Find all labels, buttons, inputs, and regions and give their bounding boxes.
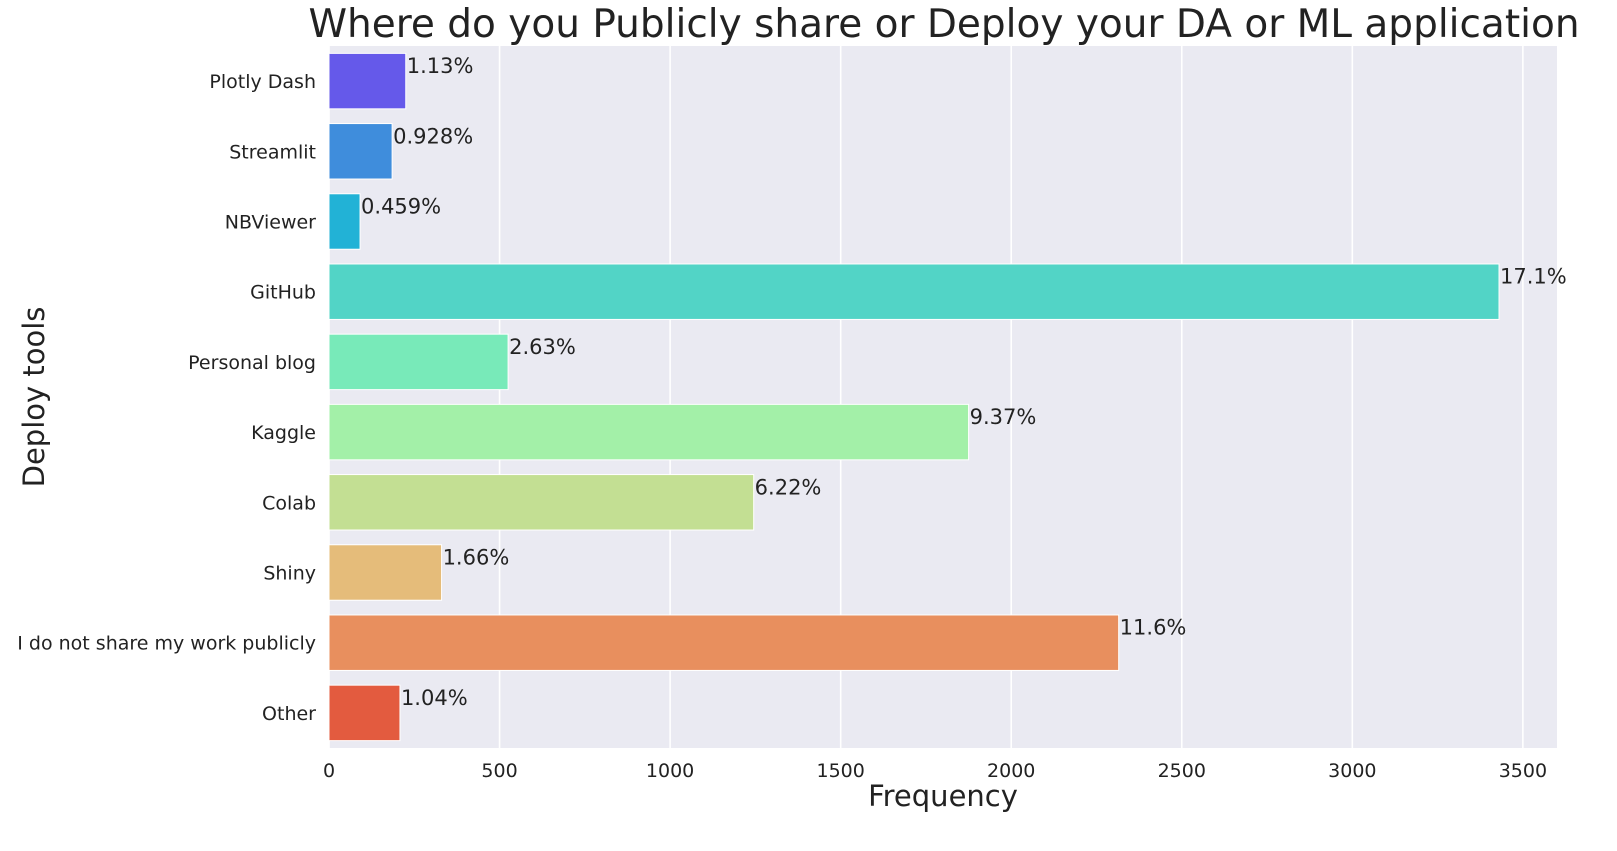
y-tick-label: Personal blog <box>188 352 316 374</box>
bar <box>328 614 1120 671</box>
chart-title: Where do you Publicly share or Deploy yo… <box>308 2 1579 47</box>
bar <box>328 263 1500 320</box>
x-tick-label: 3000 <box>1328 760 1376 782</box>
x-axis-label: Frequency <box>868 779 1018 813</box>
x-tick-label: 1000 <box>646 760 694 782</box>
bar <box>328 544 443 601</box>
data-label: 11.6% <box>1120 616 1187 640</box>
x-tick-label: 500 <box>481 760 517 782</box>
y-tick-label: Kaggle <box>251 422 316 444</box>
y-axis-label: Deploy tools <box>17 307 51 488</box>
y-tick-label: Streamlit <box>229 141 316 163</box>
y-tick-label: Other <box>262 703 316 725</box>
bar <box>328 403 970 461</box>
y-tick-labels: Plotly Dash Streamlit NBViewer GitHub Person… <box>17 71 316 725</box>
x-tick-label: 3500 <box>1499 760 1547 782</box>
x-tick-label: 1500 <box>816 760 864 782</box>
y-tick-label: Shiny <box>263 563 316 585</box>
bar <box>328 333 509 391</box>
bar <box>328 193 361 250</box>
data-label: 6.22% <box>755 475 822 499</box>
data-label: 0.459% <box>361 195 441 219</box>
data-label: 0.928% <box>393 124 473 148</box>
bar <box>328 123 393 180</box>
data-label: 1.13% <box>407 54 474 78</box>
y-tick-label: Colab <box>262 492 316 514</box>
data-labels: 1.13% 0.928% 0.459% 17.1% 2.63% 9.37% 6.22% 1.6… <box>361 54 1567 710</box>
x-tick-label: 2000 <box>987 760 1035 782</box>
data-label: 9.37% <box>970 405 1037 429</box>
bar <box>328 52 407 110</box>
data-label: 1.66% <box>443 546 510 570</box>
data-label: 2.63% <box>509 335 576 359</box>
data-label: 17.1% <box>1500 265 1567 289</box>
x-tick-labels: 0 500 1000 1500 2000 2500 3000 3500 <box>323 760 1547 782</box>
y-tick-label: GitHub <box>250 282 316 304</box>
data-label: 1.04% <box>401 686 468 710</box>
x-tick-label: 2500 <box>1158 760 1206 782</box>
bars <box>328 52 1500 742</box>
bar <box>328 474 755 531</box>
y-tick-label: Plotly Dash <box>209 71 316 93</box>
bar <box>328 684 401 742</box>
y-tick-label: I do not share my work publicly <box>17 633 316 655</box>
y-tick-label: NBViewer <box>225 212 316 234</box>
x-tick-label: 0 <box>323 760 335 782</box>
